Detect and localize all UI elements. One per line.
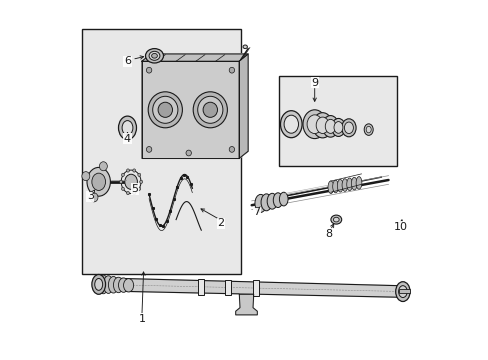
Ellipse shape bbox=[121, 187, 124, 190]
Ellipse shape bbox=[398, 286, 407, 297]
Ellipse shape bbox=[366, 126, 370, 133]
Polygon shape bbox=[101, 278, 404, 297]
Ellipse shape bbox=[342, 179, 347, 192]
Ellipse shape bbox=[151, 54, 157, 58]
Ellipse shape bbox=[118, 278, 128, 292]
Ellipse shape bbox=[279, 192, 287, 206]
Bar bbox=[399, 289, 409, 293]
Ellipse shape bbox=[90, 193, 98, 202]
Ellipse shape bbox=[158, 102, 172, 117]
Polygon shape bbox=[142, 54, 247, 158]
Ellipse shape bbox=[351, 177, 356, 190]
Ellipse shape bbox=[113, 277, 123, 293]
Bar bbox=[82, 29, 241, 274]
Text: 5: 5 bbox=[131, 184, 138, 194]
Ellipse shape bbox=[103, 276, 113, 293]
Ellipse shape bbox=[99, 162, 107, 171]
Ellipse shape bbox=[203, 102, 217, 117]
Ellipse shape bbox=[229, 67, 234, 73]
Ellipse shape bbox=[123, 279, 133, 292]
Polygon shape bbox=[235, 294, 257, 315]
Ellipse shape bbox=[121, 173, 124, 176]
Ellipse shape bbox=[332, 180, 338, 193]
Bar bbox=[278, 76, 397, 166]
Ellipse shape bbox=[126, 169, 129, 172]
Ellipse shape bbox=[133, 192, 135, 195]
Text: 3: 3 bbox=[87, 191, 94, 201]
Bar bbox=[225, 279, 231, 295]
Ellipse shape bbox=[312, 113, 332, 138]
Polygon shape bbox=[142, 54, 247, 61]
Ellipse shape bbox=[152, 96, 178, 123]
Ellipse shape bbox=[92, 173, 105, 190]
Ellipse shape bbox=[229, 147, 234, 152]
Text: 4: 4 bbox=[123, 134, 131, 144]
Ellipse shape bbox=[331, 118, 345, 136]
Ellipse shape bbox=[261, 194, 271, 211]
Text: 8: 8 bbox=[325, 229, 332, 239]
Ellipse shape bbox=[138, 187, 141, 190]
Ellipse shape bbox=[355, 176, 361, 189]
Ellipse shape bbox=[327, 181, 333, 194]
Text: 10: 10 bbox=[393, 222, 407, 232]
Bar bbox=[198, 279, 203, 295]
Ellipse shape bbox=[306, 115, 322, 134]
Ellipse shape bbox=[193, 92, 227, 128]
Ellipse shape bbox=[92, 274, 105, 294]
Text: 1: 1 bbox=[138, 314, 145, 324]
Ellipse shape bbox=[148, 92, 182, 128]
Ellipse shape bbox=[118, 116, 136, 139]
Ellipse shape bbox=[124, 174, 137, 189]
Ellipse shape bbox=[344, 122, 353, 134]
Ellipse shape bbox=[322, 116, 338, 137]
Ellipse shape bbox=[341, 119, 355, 137]
Ellipse shape bbox=[330, 215, 341, 224]
Ellipse shape bbox=[337, 179, 343, 192]
Ellipse shape bbox=[98, 275, 108, 294]
Ellipse shape bbox=[145, 49, 163, 63]
Ellipse shape bbox=[146, 67, 151, 73]
Polygon shape bbox=[239, 54, 247, 158]
Ellipse shape bbox=[303, 110, 325, 139]
Bar bbox=[252, 280, 258, 296]
Ellipse shape bbox=[316, 117, 328, 134]
Ellipse shape bbox=[140, 180, 142, 184]
Ellipse shape bbox=[81, 172, 90, 181]
Ellipse shape bbox=[126, 192, 129, 195]
Ellipse shape bbox=[197, 96, 223, 123]
Ellipse shape bbox=[333, 217, 339, 222]
Polygon shape bbox=[142, 61, 239, 158]
Ellipse shape bbox=[280, 111, 302, 138]
Ellipse shape bbox=[266, 193, 277, 209]
Ellipse shape bbox=[325, 119, 335, 133]
Ellipse shape bbox=[108, 276, 118, 293]
Ellipse shape bbox=[149, 51, 160, 60]
Text: 2: 2 bbox=[217, 218, 224, 228]
Ellipse shape bbox=[254, 194, 266, 212]
Ellipse shape bbox=[120, 180, 122, 184]
Ellipse shape bbox=[185, 150, 191, 156]
Text: 6: 6 bbox=[124, 56, 131, 66]
Ellipse shape bbox=[273, 193, 282, 207]
Ellipse shape bbox=[346, 178, 352, 191]
Ellipse shape bbox=[122, 121, 133, 135]
Ellipse shape bbox=[138, 173, 141, 176]
Ellipse shape bbox=[333, 122, 342, 133]
Ellipse shape bbox=[284, 115, 298, 133]
Text: 9: 9 bbox=[310, 78, 318, 88]
Ellipse shape bbox=[146, 147, 151, 152]
Ellipse shape bbox=[87, 167, 110, 196]
Ellipse shape bbox=[95, 279, 102, 290]
Ellipse shape bbox=[395, 282, 409, 301]
Text: 7: 7 bbox=[253, 207, 260, 217]
Ellipse shape bbox=[364, 124, 372, 135]
Ellipse shape bbox=[133, 169, 135, 172]
Ellipse shape bbox=[243, 45, 247, 49]
